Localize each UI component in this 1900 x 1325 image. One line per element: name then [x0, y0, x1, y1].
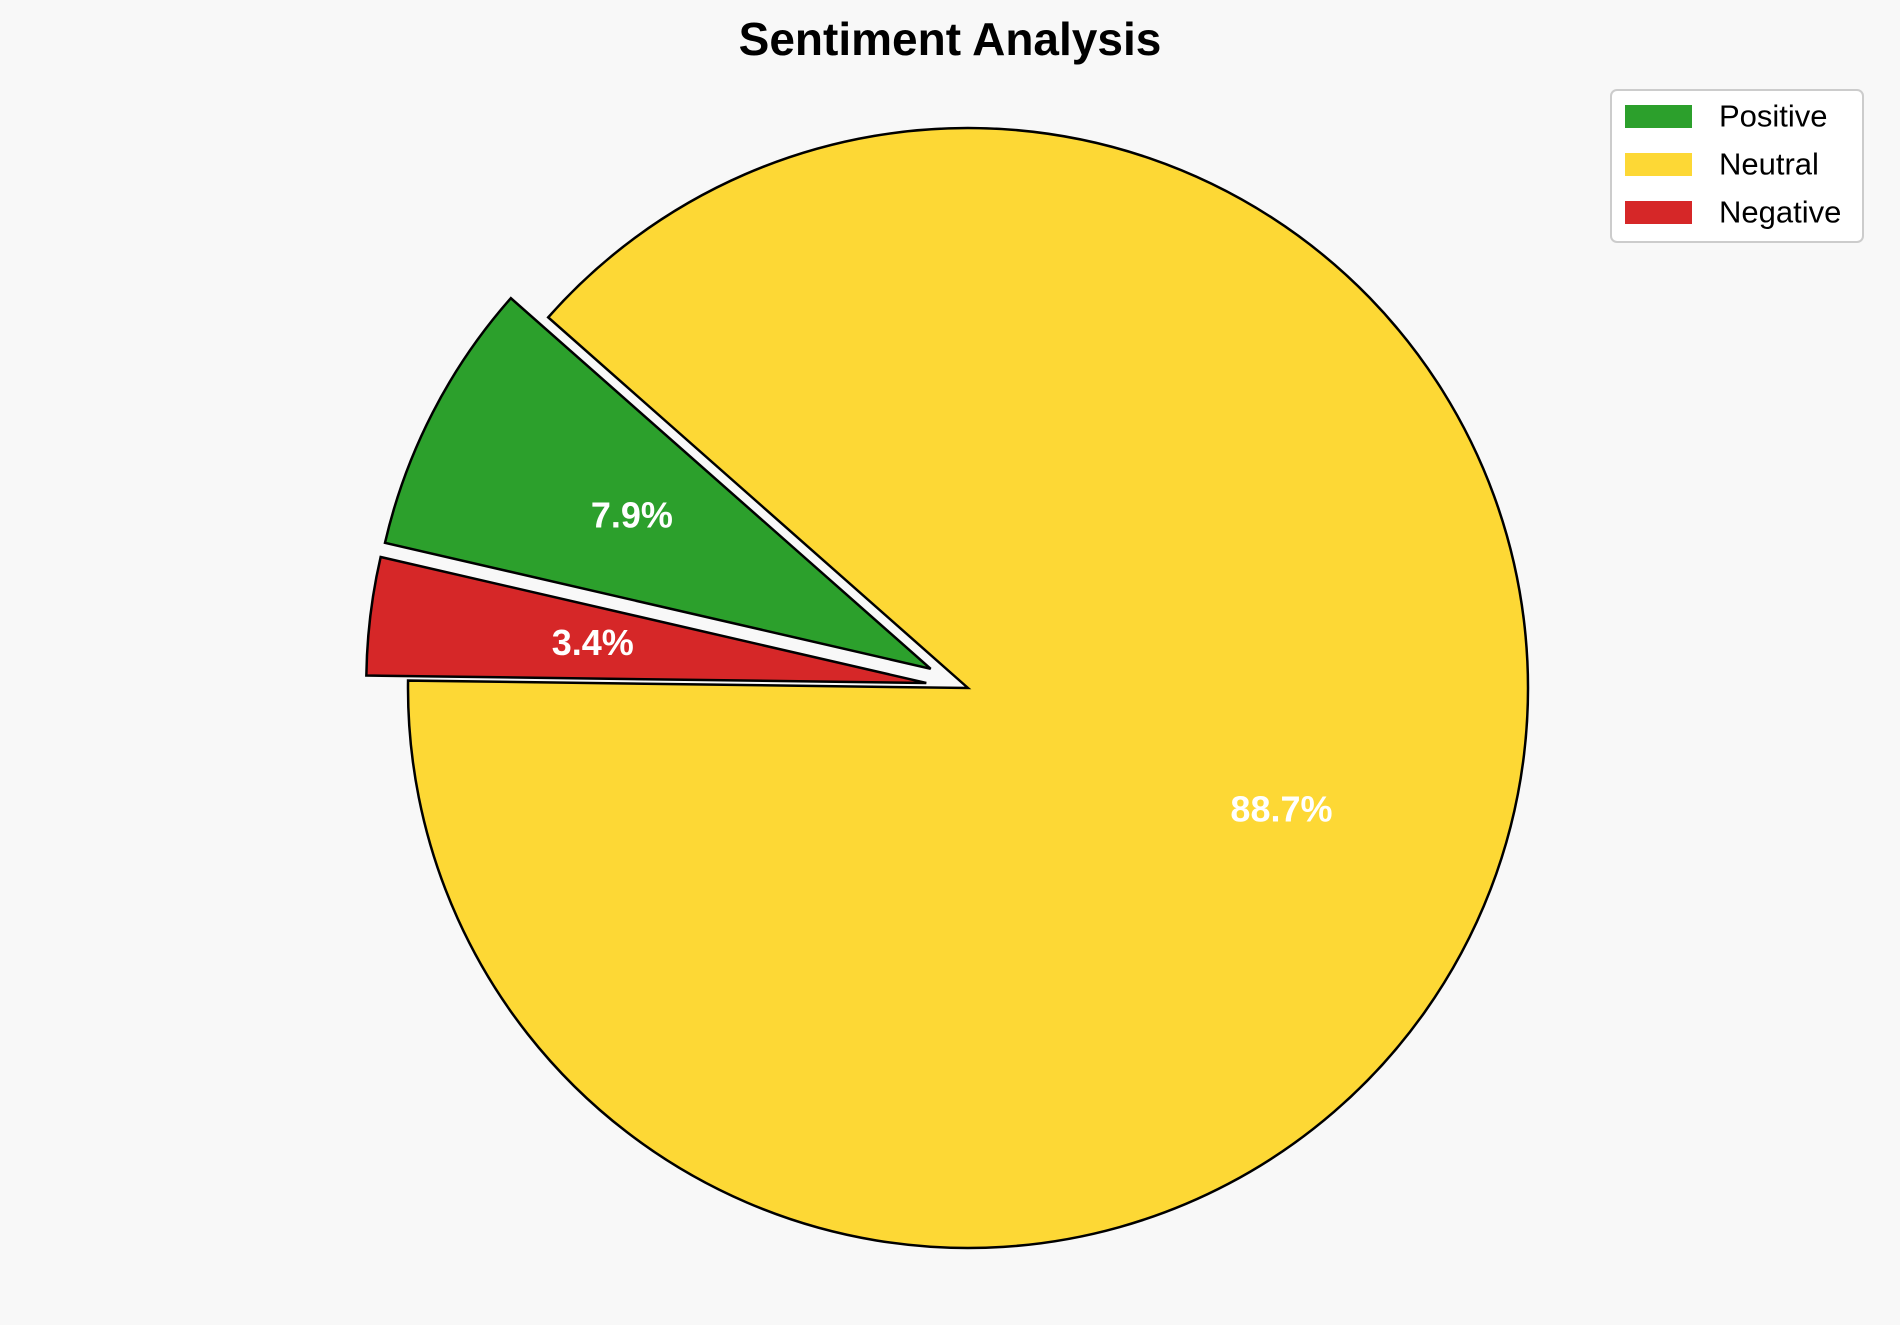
legend-items: Positive Neutral Negative [1625, 99, 1841, 230]
legend-swatch-negative [1625, 201, 1692, 224]
legend-label-neutral: Neutral [1719, 147, 1819, 182]
pie-labels: 7.9% 88.7% 3.4% [552, 495, 1333, 830]
pie-slices [365, 126, 1530, 1250]
slice-label-positive: 7.9% [591, 495, 673, 536]
legend-swatch-positive [1625, 105, 1692, 128]
legend: Positive Neutral Negative [1610, 89, 1864, 243]
chart-title: Sentiment Analysis [739, 13, 1162, 65]
pie-slice-neutral [406, 126, 1530, 1250]
pie-slice-positive [383, 296, 932, 671]
legend-label-positive: Positive [1719, 99, 1828, 134]
pie-slice-negative [365, 555, 927, 685]
legend-swatch-neutral [1625, 153, 1692, 176]
slice-label-neutral: 88.7% [1230, 788, 1332, 829]
slice-label-negative: 3.4% [552, 622, 634, 663]
legend-label-negative: Negative [1719, 195, 1841, 230]
